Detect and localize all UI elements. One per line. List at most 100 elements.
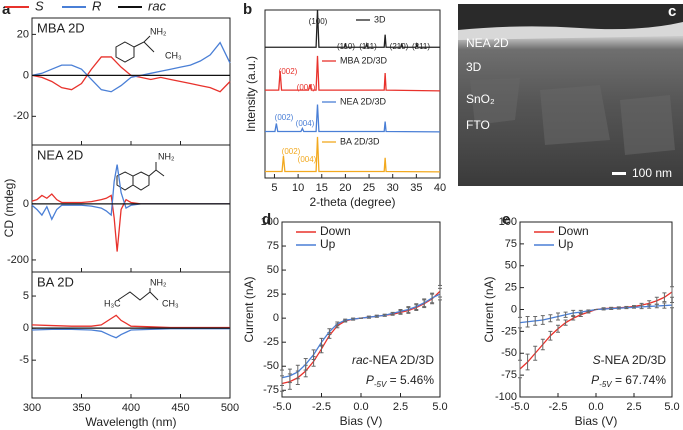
x-tick-label: -5.0	[511, 401, 530, 413]
data-line	[31, 41, 231, 93]
x-axis-label: Wavelength (nm)	[86, 415, 177, 429]
y-axis-label: CD (mdeg)	[2, 179, 16, 238]
annotation-text: -NEA 2D/3D	[369, 353, 435, 367]
mba-chain	[143, 41, 155, 53]
x-tick-label: 500	[221, 402, 239, 414]
x-tick-label: 5.0	[664, 401, 679, 413]
x-tick-label: 350	[72, 402, 90, 414]
sem-label: NEA 2D	[466, 36, 509, 50]
sem-label: FTO	[466, 118, 490, 132]
x-tick-label: 400	[122, 402, 140, 414]
y-tick-label: 0	[511, 303, 517, 315]
x-tick-label: 0.0	[588, 401, 603, 413]
legend-label: Up	[558, 237, 574, 251]
legend-label: Up	[320, 237, 336, 251]
y-tick-label: 75	[267, 240, 279, 252]
legend-label: 3D	[374, 14, 386, 24]
structure-label: NH₂	[150, 277, 167, 287]
annotation-symbol: P	[591, 373, 599, 387]
ba-chain	[117, 288, 151, 301]
x-tick-label: -5.0	[273, 401, 292, 413]
sem-image: NEA 2D 3D SnO₂ FTO 100 nm	[458, 4, 683, 186]
x-axis-label: Bias (V)	[340, 414, 383, 428]
nea-chain	[148, 162, 157, 177]
legend-label: Down	[320, 224, 351, 238]
y-tick-label: 50	[267, 264, 279, 276]
y-tick-label: -25	[263, 336, 279, 348]
panel-letter: e	[502, 211, 510, 228]
y-tick-label: 0	[23, 69, 29, 81]
data-line	[31, 328, 230, 339]
data-line	[31, 164, 230, 221]
scale-bar-label: 100 nm	[632, 166, 672, 180]
x-axis-label: Bias (V)	[575, 414, 618, 428]
x-tick-label: 5	[271, 182, 277, 194]
peak-label: (002)	[279, 67, 298, 76]
structure-label: H₃C	[104, 298, 121, 308]
annotation-italic: rac	[352, 353, 369, 367]
panel-letter: c	[668, 3, 676, 20]
annotation-subscript: -5V	[599, 380, 612, 389]
peak-label: (211)	[412, 42, 430, 51]
data-line	[31, 56, 231, 93]
annotation: S-NEA 2D/3D	[593, 353, 667, 367]
axes-frame	[264, 9, 441, 179]
y-tick-label: 75	[505, 238, 517, 250]
data-line	[31, 314, 230, 329]
peak-label: (004)	[296, 119, 315, 128]
x-axis-label: 2-theta (degree)	[309, 195, 395, 209]
y-tick-label: -50	[501, 347, 517, 359]
data-line	[265, 55, 441, 92]
legend-label: R	[92, 0, 101, 13]
y-axis-label: Current (nA)	[242, 276, 256, 342]
y-tick-label: 50	[505, 260, 517, 272]
y-tick-label: 0	[23, 198, 29, 210]
sem-label: SnO₂	[466, 92, 495, 106]
legend-label: S	[35, 0, 44, 13]
y-tick-label: -5	[19, 354, 29, 366]
peak-label: (004)	[297, 83, 316, 92]
y-tick-label: -75	[263, 384, 279, 396]
annotation-subscript: -5V	[374, 380, 387, 389]
y-tick-label: -75	[501, 369, 517, 381]
y-tick-label: -50	[263, 360, 279, 372]
x-tick-label: 35	[410, 182, 422, 194]
mba-ring	[115, 41, 135, 63]
x-tick-label: -2.5	[312, 401, 331, 413]
annotation: rac-NEA 2D/3D	[352, 353, 434, 367]
data-line	[265, 9, 440, 48]
sem-grains	[470, 78, 675, 155]
peak-label: (210)	[390, 42, 409, 51]
x-tick-label: 450	[171, 402, 189, 414]
subplot-title: MBA 2D	[37, 20, 85, 35]
annotation: P-5V = 5.46%	[366, 373, 435, 389]
structure-label: CH₃	[162, 298, 179, 308]
annotation: P-5V = 67.74%	[591, 373, 666, 389]
structure-label: CH₃	[165, 50, 182, 60]
structure-label: NH₂	[150, 26, 167, 36]
peak-label: (110)	[337, 42, 355, 51]
x-tick-label: 20	[339, 182, 351, 194]
x-tick-label: 0.0	[353, 401, 368, 413]
y-tick-label: -25	[501, 325, 517, 337]
peak-label: (111)	[359, 42, 377, 51]
y-tick-label: 5	[23, 290, 29, 302]
legend-label: NEA 2D/3D	[340, 96, 387, 106]
annotation-text: = 67.74%	[612, 373, 667, 387]
y-tick-label: 0	[23, 322, 29, 334]
y-tick-label: -200	[7, 254, 29, 266]
x-tick-label: 300	[23, 402, 41, 414]
legend-label: BA 2D/3D	[340, 136, 380, 146]
y-tick-label: -100	[495, 391, 517, 403]
sem-top-layer	[458, 22, 683, 40]
y-axis-label: Current (nA)	[482, 276, 496, 342]
panel-letter: a	[2, 1, 11, 18]
peak-label: (100)	[309, 17, 328, 26]
y-tick-label: 100	[261, 216, 279, 228]
y-tick-label: 25	[505, 282, 517, 294]
ba-chain	[149, 291, 159, 301]
x-tick-label: 10	[292, 182, 304, 194]
legend-label: rac	[148, 0, 167, 13]
legend-label: MBA 2D/3D	[340, 55, 388, 65]
annotation-text: = 5.46%	[386, 373, 434, 387]
